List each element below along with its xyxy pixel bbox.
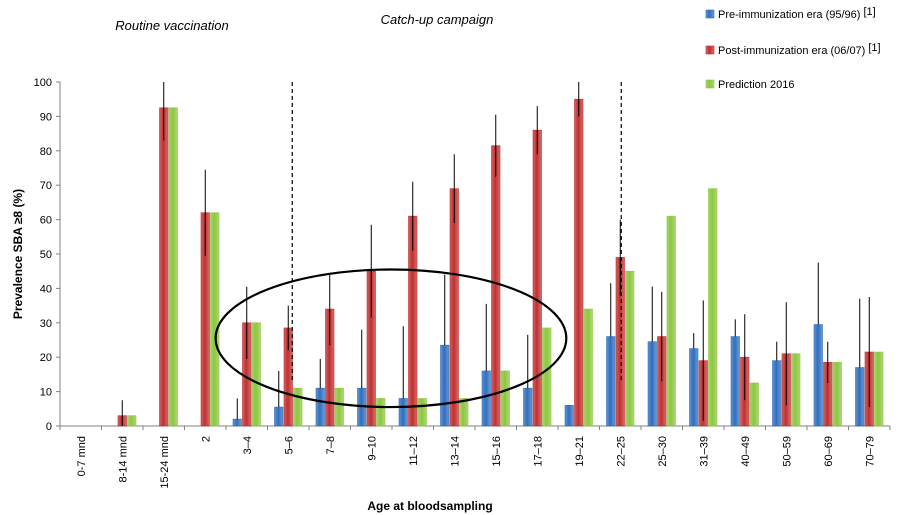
x-tick-label: 11–12 — [408, 436, 420, 466]
legend-swatch-0 — [705, 9, 715, 19]
bar-2-13 — [625, 270, 635, 427]
bar-2-1 — [127, 415, 137, 427]
x-tick-label: 31–39 — [698, 436, 710, 467]
bar-1-9 — [449, 188, 459, 427]
bar-2-2 — [168, 107, 178, 427]
y-axis-title: Prevalence SBA ≥8 (%) — [11, 189, 25, 319]
bar-1-10 — [491, 145, 501, 427]
x-tick-label: 2 — [200, 436, 212, 442]
bar-0-16 — [730, 336, 740, 427]
y-tick-label: 20 — [40, 352, 52, 364]
x-tick-label: 50–59 — [781, 436, 793, 467]
x-tick-label: 0-7 mnd — [76, 436, 88, 476]
x-tick-label: 8-14 mnd — [117, 436, 129, 482]
y-tick-label: 50 — [40, 249, 52, 261]
x-tick-label: 15-24 mnd — [159, 436, 171, 489]
legend-ref-0: [1] — [863, 6, 875, 18]
y-tick-label: 90 — [40, 111, 52, 123]
bar-0-12 — [564, 405, 574, 427]
section-label-catchup: Catch-up campaign — [381, 12, 494, 27]
bar-0-17 — [772, 360, 782, 427]
legend-swatch-1 — [705, 45, 715, 55]
bar-1-11 — [532, 129, 542, 427]
highlight-ellipse — [214, 268, 568, 409]
bar-0-5 — [274, 406, 284, 427]
bar-2-10 — [500, 370, 510, 427]
section-label-routine: Routine vaccination — [115, 18, 228, 33]
bar-0-8 — [398, 398, 408, 427]
x-tick-label: 40–49 — [740, 436, 752, 467]
bar-2-19 — [874, 351, 884, 427]
legend-label-1: Post-immunization era (06/07) — [718, 45, 865, 57]
bar-2-11 — [542, 327, 552, 427]
bar-2-12 — [583, 308, 593, 427]
legend-label-2: Prediction 2016 — [718, 79, 794, 91]
x-tick-label: 19–21 — [574, 436, 586, 467]
bar-0-15 — [689, 348, 699, 427]
x-tick-label: 9–10 — [366, 436, 378, 460]
y-tick-label: 30 — [40, 318, 52, 330]
bar-2-18 — [832, 362, 842, 427]
bar-0-6 — [315, 387, 325, 427]
bar-0-9 — [440, 344, 450, 427]
x-tick-label: 13–14 — [449, 436, 461, 467]
bar-0-10 — [481, 370, 491, 427]
x-tick-label: 5–6 — [283, 436, 295, 454]
legend-swatch-2 — [705, 79, 715, 89]
bar-2-15 — [708, 188, 718, 427]
bar-1-2 — [159, 107, 169, 427]
y-tick-label: 10 — [40, 387, 52, 399]
bar-0-13 — [606, 336, 616, 427]
bar-2-16 — [749, 382, 759, 427]
bar-2-8 — [417, 398, 427, 427]
bar-2-4 — [251, 322, 261, 427]
x-tick-label: 17–18 — [532, 436, 544, 467]
x-tick-label: 22–25 — [615, 436, 627, 467]
x-tick-label: 60–69 — [823, 436, 835, 467]
y-tick-label: 100 — [34, 77, 52, 89]
y-tick-label: 70 — [40, 180, 52, 192]
x-tick-label: 7–8 — [325, 436, 337, 454]
bar-0-18 — [813, 324, 823, 427]
legend-ref-1: [1] — [868, 42, 880, 54]
bar-2-5 — [293, 387, 303, 427]
y-tick-label: 0 — [46, 421, 52, 433]
x-tick-label: 25–30 — [657, 436, 669, 467]
bar-0-19 — [855, 367, 865, 427]
bar-0-4 — [232, 418, 242, 427]
bar-2-7 — [376, 398, 386, 427]
bar-2-17 — [791, 353, 801, 427]
bar-0-14 — [647, 341, 657, 427]
legend-label-0: Pre-immunization era (95/96) — [718, 9, 860, 21]
bar-2-9 — [459, 398, 469, 427]
y-tick-label: 60 — [40, 215, 52, 227]
bar-2-6 — [334, 387, 344, 427]
x-axis-title: Age at bloodsampling — [367, 499, 492, 513]
y-tick-label: 80 — [40, 146, 52, 158]
bar-2-14 — [666, 215, 676, 427]
bar-2-3 — [210, 212, 220, 427]
x-tick-label: 3–4 — [242, 436, 254, 454]
bar-1-12 — [574, 98, 584, 427]
y-tick-label: 40 — [40, 283, 52, 295]
bar-0-11 — [523, 387, 533, 427]
x-tick-label: 15–16 — [491, 436, 503, 467]
x-tick-label: 70–79 — [864, 436, 876, 467]
